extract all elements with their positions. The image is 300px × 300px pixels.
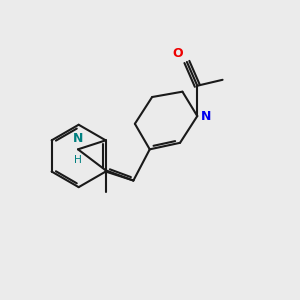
Text: N: N xyxy=(201,110,211,123)
Text: O: O xyxy=(173,47,183,61)
Text: N: N xyxy=(73,132,83,145)
Text: H: H xyxy=(74,155,82,165)
